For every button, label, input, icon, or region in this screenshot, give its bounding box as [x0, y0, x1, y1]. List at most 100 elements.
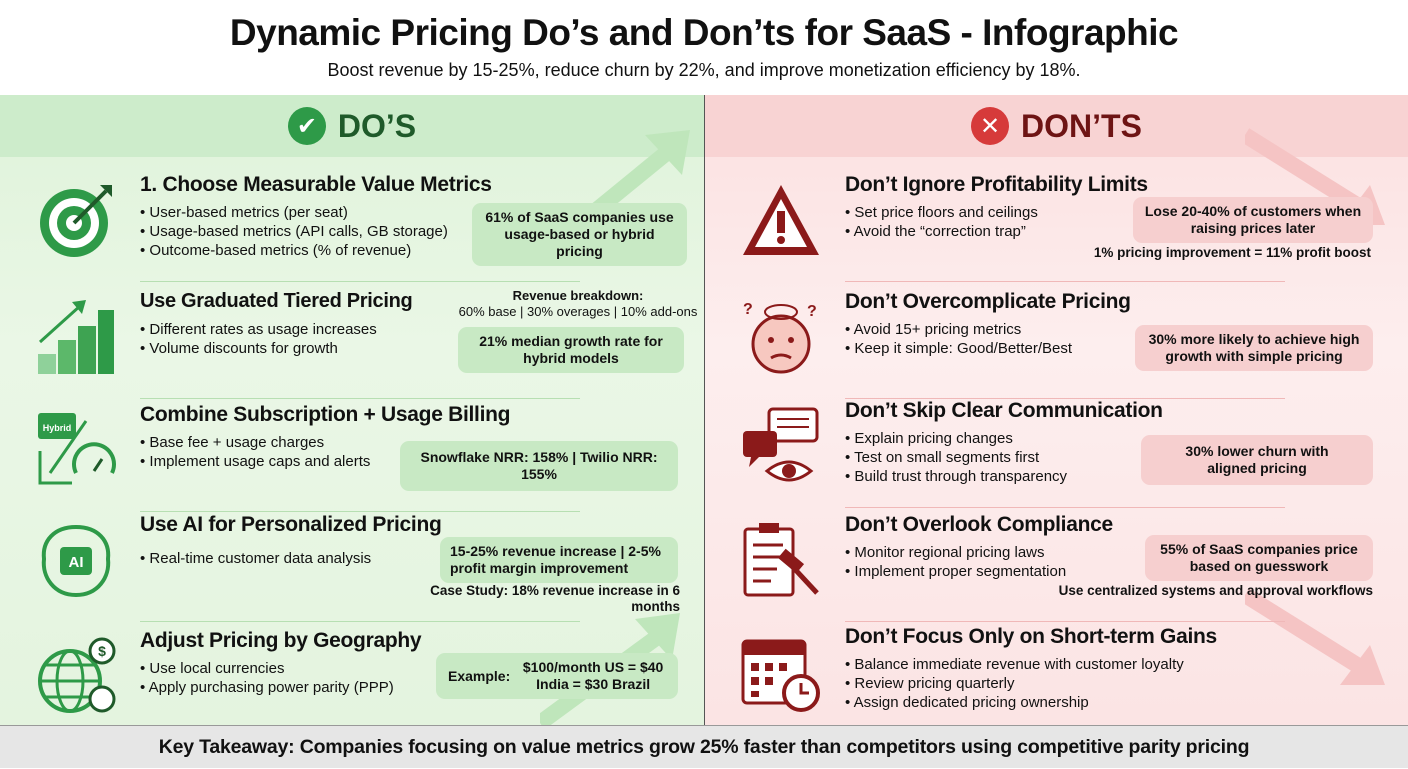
- bullet: Review pricing quarterly: [845, 674, 1184, 693]
- do-item-value-metrics: 1. Choose Measurable Value Metrics User-…: [0, 173, 704, 285]
- bullet: Different rates as usage increases: [140, 320, 376, 339]
- key-takeaway: Key Takeaway: Companies focusing on valu…: [0, 725, 1408, 768]
- bullet: Apply purchasing power parity (PPP): [140, 678, 430, 697]
- chat-eye-icon: [743, 407, 819, 482]
- bullet: User-based metrics (per seat): [140, 203, 466, 222]
- bullet-list: Set price floors and ceilingsAvoid the “…: [845, 203, 1125, 241]
- donts-header: ✕ DON’TS: [705, 95, 1408, 157]
- confused-face-icon: ??: [743, 301, 817, 374]
- bullet-list: Explain pricing changesTest on small seg…: [845, 429, 1135, 486]
- bullet-list: Avoid 15+ pricing metricsKeep it simple:…: [845, 320, 1127, 358]
- bullet: Usage-based metrics (API calls, GB stora…: [140, 222, 466, 241]
- stat-box: 61% of SaaS companies use usage-based or…: [472, 203, 687, 266]
- divider: [845, 398, 1285, 399]
- divider: [845, 507, 1285, 508]
- stat-box: Lose 20-40% of customers when raising pr…: [1133, 197, 1373, 243]
- item-title: Adjust Pricing by Geography: [140, 629, 422, 652]
- clipboard-gavel-icon: [743, 523, 819, 597]
- bullet-list: Real-time customer data analysis: [140, 549, 430, 568]
- bullet: Keep it simple: Good/Better/Best: [845, 339, 1127, 358]
- example-label: Example:: [448, 667, 511, 684]
- bullet: Real-time customer data analysis: [140, 549, 430, 568]
- stat-box: $100/month US = $40 India = $30 Brazil: [522, 659, 664, 692]
- note-title: Revenue breakdown:: [512, 288, 644, 303]
- do-item-geography: $ Adjust Pricing by Geography Use local …: [0, 629, 704, 741]
- revenue-breakdown-note: Revenue breakdown: 60% base | 30% overage…: [458, 288, 698, 320]
- example-box: Example: $100/month US = $40 India = $30…: [436, 653, 678, 699]
- tiered-bars-icon: [38, 300, 114, 374]
- bullet: Explain pricing changes: [845, 429, 1135, 448]
- decline-arrow-icon: [1245, 588, 1385, 685]
- bullet: Build trust through transparency: [845, 467, 1135, 486]
- bullet: Implement usage caps and alerts: [140, 452, 395, 471]
- svg-text:?: ?: [743, 301, 753, 318]
- divider: [140, 281, 580, 282]
- case-study-note: Case Study: 18% revenue increase in 6 mo…: [430, 583, 680, 614]
- bullet-list: Balance immediate revenue with customer …: [845, 655, 1184, 712]
- divider: [140, 511, 580, 512]
- do-item-ai-pricing: AI Use AI for Personalized Pricing Real-…: [0, 513, 704, 625]
- bullet: Set price floors and ceilings: [845, 203, 1125, 222]
- hybrid-meter-icon: Hybrid: [38, 413, 116, 485]
- warning-icon: [743, 185, 819, 255]
- bullet-list: Use local currenciesApply purchasing pow…: [140, 659, 430, 697]
- bullet: Balance immediate revenue with customer …: [845, 655, 1183, 674]
- dont-item-profitability: Don’t Ignore Profitability Limits Set pr…: [705, 173, 1408, 285]
- note-text: Use centralized systems and approval wor…: [1058, 583, 1373, 598]
- bullet-list: Base fee + usage chargesImplement usage …: [140, 433, 395, 471]
- do-item-hybrid-billing: Hybrid Combine Subscription + Usage Bill…: [0, 403, 704, 515]
- dont-item-overcomplicate: ?? Don’t Overcomplicate Pricing Avoid 15…: [705, 290, 1408, 402]
- bullet: Test on small segments first: [845, 448, 1135, 467]
- item-title: Combine Subscription + Usage Billing: [140, 403, 511, 426]
- svg-text:$: $: [98, 643, 106, 659]
- svg-text:Hybrid: Hybrid: [43, 423, 72, 433]
- x-circle-icon: ✕: [971, 107, 1010, 145]
- bullet-list: Monitor regional pricing lawsImplement p…: [845, 543, 1135, 581]
- item-title: Don’t Skip Clear Communication: [845, 399, 1163, 422]
- item-title: Don’t Ignore Profitability Limits: [845, 173, 1148, 196]
- page-title: Dynamic Pricing Do’s and Don’ts for SaaS…: [229, 12, 1179, 53]
- stat-box: 30% more likely to achieve high growth w…: [1135, 325, 1373, 371]
- dont-item-communication: Don’t Skip Clear Communication Explain p…: [705, 399, 1408, 511]
- divider: [845, 281, 1285, 282]
- bullet-list: User-based metrics (per seat)Usage-based…: [140, 203, 466, 260]
- page-subtitle: Boost revenue by 15-25%, reduce churn by…: [327, 60, 1081, 80]
- bullet: Assign dedicated pricing ownership: [845, 693, 1184, 712]
- bullet: Volume discounts for growth: [140, 339, 377, 358]
- divider: [140, 621, 580, 622]
- check-circle-icon: ✔: [287, 107, 326, 145]
- dont-item-compliance: Don’t Overlook Compliance Monitor region…: [705, 513, 1408, 625]
- item-title: Don’t Focus Only on Short-term Gains: [845, 625, 1217, 648]
- stat-box: 21% median growth rate for hybrid models: [458, 327, 684, 373]
- item-title: Don’t Overcomplicate Pricing: [845, 290, 1131, 313]
- target-icon: [40, 185, 112, 257]
- svg-text:AI: AI: [69, 554, 84, 571]
- bullet-list: Different rates as usage increasesVolume…: [140, 320, 377, 358]
- bullet: Outcome-based metrics (% of revenue): [140, 241, 466, 260]
- donts-title: DON’TS: [1021, 107, 1142, 144]
- divider: [140, 398, 580, 399]
- item-title: Use Graduated Tiered Pricing: [140, 290, 413, 312]
- bullet: Base fee + usage charges: [140, 433, 395, 452]
- header: Dynamic Pricing Do’s and Don’ts for SaaS…: [0, 0, 1408, 95]
- do-item-tiered-pricing: Use Graduated Tiered Pricing Different r…: [0, 288, 704, 402]
- item-title: Use AI for Personalized Pricing: [140, 513, 442, 536]
- svg-text:?: ?: [807, 303, 817, 320]
- note-text: 60% base | 30% overages | 10% add-ons: [458, 304, 698, 319]
- dos-panel: ✔ DO’S 1. Choose Measurable Value Metric…: [0, 95, 705, 725]
- divider: [845, 621, 1285, 622]
- ai-brain-icon: AI: [41, 524, 111, 598]
- stat-box: Snowflake NRR: 158% | Twilio NRR: 155%: [400, 441, 678, 491]
- stat-box: 15-25% revenue increase | 2-5% profit ma…: [440, 537, 678, 583]
- bullet: Monitor regional pricing laws: [845, 543, 1135, 562]
- globe-dollar-icon: $: [38, 637, 116, 713]
- stat-box: 30% lower churn with aligned pricing: [1141, 435, 1373, 485]
- dont-item-short-term: Don’t Focus Only on Short-term Gains Bal…: [705, 625, 1408, 737]
- item-title: 1. Choose Measurable Value Metrics: [140, 173, 492, 196]
- item-title: Don’t Overlook Compliance: [845, 513, 1113, 536]
- note-text: 1% pricing improvement = 11% profit boos…: [1093, 245, 1371, 260]
- bullet: Avoid the “correction trap”: [845, 222, 1125, 241]
- bullet: Implement proper segmentation: [845, 562, 1135, 581]
- stat-box: 55% of SaaS companies price based on gue…: [1145, 535, 1373, 581]
- dos-title: DO’S: [337, 107, 417, 144]
